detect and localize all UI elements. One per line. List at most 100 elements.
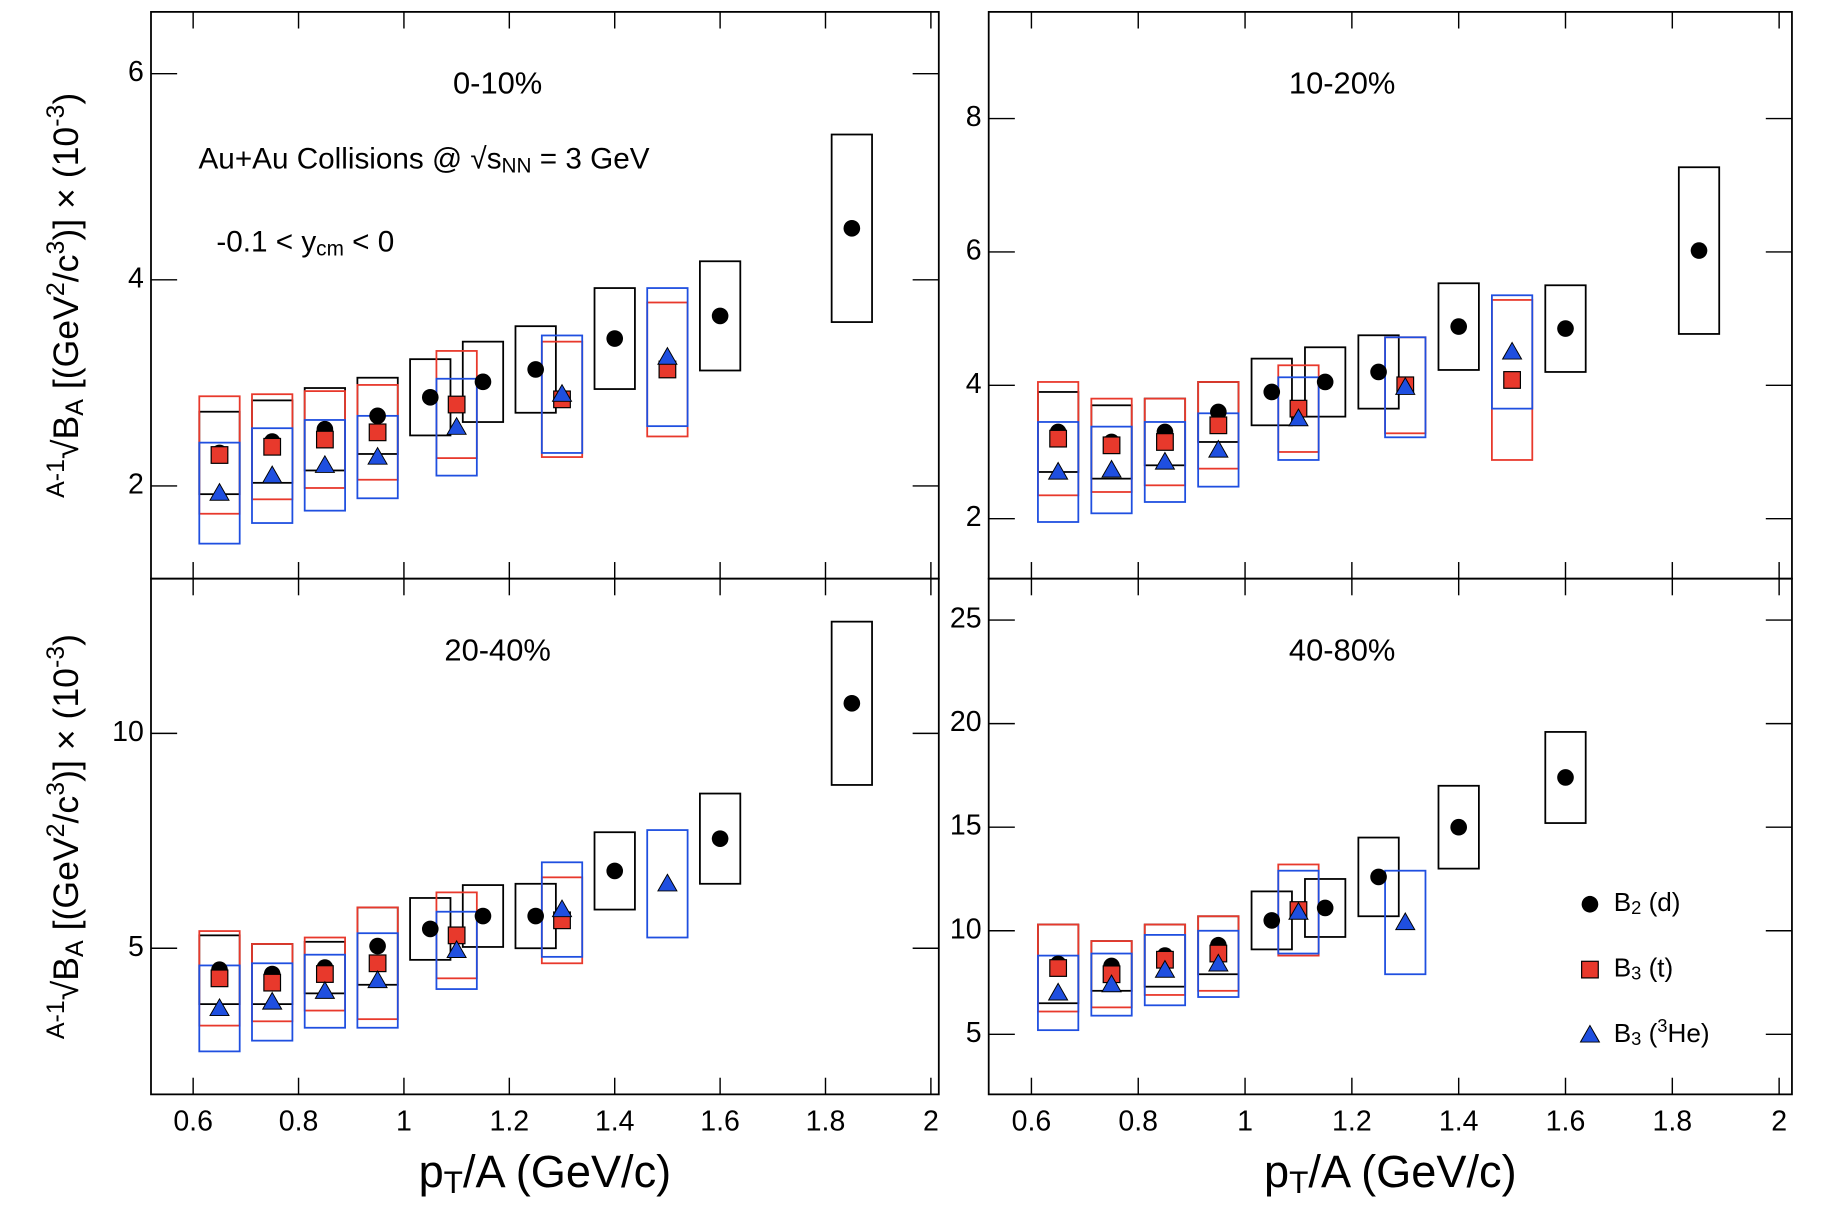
annotation: Au+Au Collisions @ √sNN = 3 GeV <box>199 142 650 177</box>
marker-circle <box>1370 363 1387 381</box>
y-axis-label-part: A <box>61 399 89 416</box>
marker-triangle <box>1154 451 1176 470</box>
marker-triangle <box>367 970 388 989</box>
legend-label-part: He) <box>1667 1018 1709 1048</box>
marker-circle <box>474 373 492 391</box>
x-tick-label: 2 <box>923 1105 939 1137</box>
marker-circle <box>1581 895 1599 913</box>
sys-box <box>1143 934 1187 1007</box>
marker-square <box>210 969 229 988</box>
marker-circle <box>843 694 861 712</box>
marker-square <box>315 965 334 983</box>
y-tick-label: 2 <box>966 501 982 533</box>
sys-box <box>514 325 557 414</box>
marker-square <box>1581 960 1599 979</box>
marker-circle <box>369 937 386 955</box>
x-tick-label: 1 <box>396 1105 412 1137</box>
y-axis-label-part: [(GeV <box>46 837 86 940</box>
y-axis-label-part: √B <box>46 416 86 459</box>
y-axis-label-part: A-1 <box>42 459 70 498</box>
sys-box <box>461 340 505 423</box>
marker-triangle <box>261 465 283 484</box>
marker-triangle <box>1394 376 1416 395</box>
marker-circle <box>1316 373 1334 391</box>
marker-circle <box>1370 868 1387 886</box>
sys-box <box>1384 869 1427 976</box>
marker-triangle <box>209 482 230 501</box>
marker-square <box>315 430 334 449</box>
marker-circle <box>711 307 729 325</box>
y-axis-label-part: -3 <box>42 105 70 127</box>
y-axis-label-part: [(GeV <box>46 296 86 399</box>
marker-square <box>1503 371 1522 389</box>
x-tick-label: 1.4 <box>1439 1105 1479 1137</box>
marker-square <box>1156 433 1174 451</box>
sys-box <box>1304 346 1347 418</box>
y-tick-label: 5 <box>966 1017 982 1049</box>
x-tick-label: 1.8 <box>806 1105 846 1137</box>
y-tick-label: 25 <box>950 603 982 635</box>
x-tick-label: 0.6 <box>1012 1105 1052 1137</box>
x-tick-label: 0.8 <box>1118 1105 1158 1137</box>
y-axis-label-part: /c <box>46 255 86 283</box>
sys-box <box>1437 282 1480 371</box>
marker-circle <box>1263 912 1281 929</box>
sys-box <box>1357 836 1400 918</box>
x-tick-label: 1.4 <box>595 1105 635 1137</box>
marker-triangle <box>446 416 467 435</box>
marker-triangle <box>1394 912 1416 931</box>
marker-circle <box>1450 318 1468 335</box>
y-axis-label-part: 2 <box>42 823 70 837</box>
marker-triangle <box>314 454 336 473</box>
marker-circle <box>1690 242 1708 259</box>
x-axis-label-part: T <box>444 1164 463 1200</box>
marker-square <box>447 395 466 414</box>
legend-label-part: 2 <box>1631 897 1641 918</box>
marker-circle <box>369 407 386 425</box>
x-axis-label-part: p <box>1264 1146 1289 1197</box>
sys-box <box>435 910 478 990</box>
y-axis-label-part: )] × (10 <box>46 127 86 241</box>
y-axis-label-part: A <box>61 940 89 957</box>
legend-label-part: B <box>1614 887 1631 917</box>
sys-box <box>1250 357 1293 427</box>
x-axis-label-part: p <box>419 1146 444 1197</box>
marker-triangle <box>657 346 678 365</box>
y-axis-label-part: 3 <box>42 782 70 796</box>
legend-label-part: B <box>1614 1018 1631 1048</box>
marker-circle <box>527 907 544 925</box>
sys-box <box>1250 890 1293 951</box>
y-tick-label: 2 <box>128 468 144 500</box>
marker-triangle <box>367 446 388 465</box>
legend-label-part: 3 <box>1631 1028 1641 1049</box>
y-tick-label: 8 <box>966 101 982 133</box>
x-axis-label-part: /A (GeV/c) <box>1308 1146 1516 1197</box>
sys-box <box>1143 421 1187 503</box>
marker-triangle <box>1579 1024 1601 1043</box>
marker-circle <box>474 907 492 925</box>
marker-square <box>1209 416 1228 435</box>
sys-box <box>251 427 294 524</box>
plot-frame <box>987 577 1793 1096</box>
marker-square <box>210 446 229 464</box>
sys-box <box>356 932 399 1029</box>
y-tick-label: 5 <box>128 931 144 963</box>
sys-box <box>1491 294 1534 410</box>
marker-triangle <box>551 899 573 918</box>
marker-circle <box>843 219 861 237</box>
sys-box <box>593 287 636 390</box>
legend-label-part: 3 <box>1657 1015 1667 1036</box>
y-axis-label-part: A-1 <box>42 1000 70 1039</box>
annotation-part: = 3 GeV <box>532 142 650 175</box>
marker-triangle <box>551 383 573 402</box>
y-tick-label: 20 <box>950 706 982 738</box>
sys-box <box>830 620 873 786</box>
y-axis-label-part: -3 <box>42 646 70 668</box>
marker-triangle <box>1101 459 1122 478</box>
y-axis-label: A-1√BA [(GeV2/c3)] × (10-3) <box>42 634 89 1039</box>
marker-triangle <box>1501 341 1523 360</box>
y-tick-label: 6 <box>966 234 982 266</box>
marker-circle <box>606 862 624 880</box>
marker-triangle <box>261 991 283 1010</box>
